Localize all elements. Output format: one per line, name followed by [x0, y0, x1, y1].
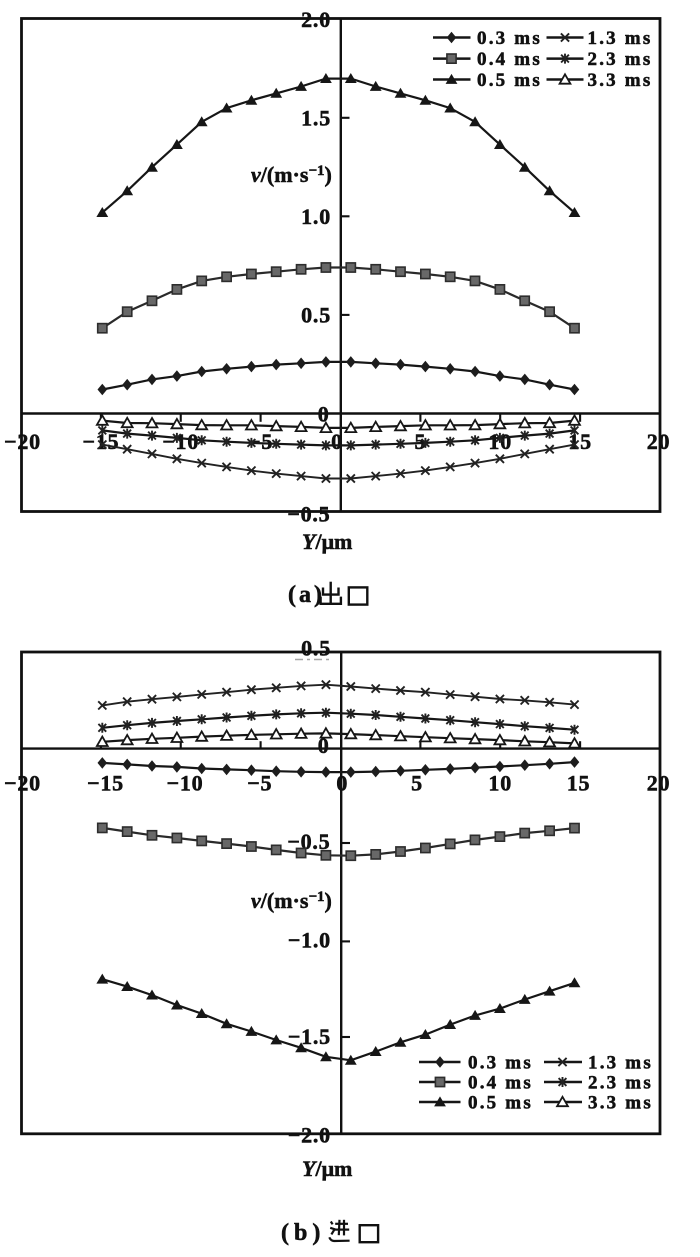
svg-text:0.5: 0.5: [301, 635, 331, 660]
svg-text:15: 15: [567, 771, 591, 796]
svg-text:(a): (a): [288, 582, 325, 608]
svg-text:0.4 ms: 0.4 ms: [468, 1072, 533, 1093]
svg-text:3.3 ms: 3.3 ms: [588, 1092, 653, 1113]
svg-text:1.3 ms: 1.3 ms: [588, 1052, 653, 1073]
svg-text:0.3 ms: 0.3 ms: [468, 1052, 533, 1073]
svg-text:0.5 ms: 0.5 ms: [468, 1092, 533, 1113]
svg-text:1.0: 1.0: [301, 204, 331, 229]
svg-text:v/(m·s−1): v/(m·s−1): [251, 888, 332, 913]
svg-text:20: 20: [647, 429, 671, 454]
svg-text:−5: −5: [248, 429, 273, 454]
svg-text:−15: −15: [87, 771, 124, 796]
svg-text:2.3 ms: 2.3 ms: [588, 49, 653, 70]
svg-text:0: 0: [331, 429, 343, 454]
svg-text:0.4 ms: 0.4 ms: [477, 49, 542, 70]
svg-text:1.3 ms: 1.3 ms: [588, 28, 653, 49]
svg-text:−0.5: −0.5: [287, 829, 330, 854]
svg-text:−20: −20: [4, 429, 41, 454]
svg-text:0: 0: [318, 733, 330, 758]
svg-text:0.5 ms: 0.5 ms: [477, 70, 542, 91]
svg-text:(b): (b): [281, 1220, 325, 1246]
svg-text:20: 20: [647, 771, 671, 796]
svg-text:−10: −10: [167, 771, 204, 796]
svg-text:0: 0: [318, 401, 330, 426]
svg-text:Y/μm: Y/μm: [302, 529, 352, 554]
svg-text:−20: −20: [4, 771, 41, 796]
svg-text:−0.5: −0.5: [287, 502, 330, 527]
svg-text:−1.0: −1.0: [288, 927, 331, 952]
svg-text:0: 0: [336, 771, 348, 796]
svg-text:0.3 ms: 0.3 ms: [477, 28, 542, 49]
svg-text:5: 5: [414, 429, 426, 454]
svg-text:2.0: 2.0: [301, 7, 331, 32]
svg-text:1.5: 1.5: [301, 105, 331, 130]
svg-text:10: 10: [488, 771, 512, 796]
svg-text:5: 5: [411, 771, 423, 796]
svg-text:3.3 ms: 3.3 ms: [588, 70, 653, 91]
svg-text:2.3 ms: 2.3 ms: [588, 1072, 653, 1093]
svg-text:Y/μm: Y/μm: [302, 1156, 352, 1181]
svg-text:0.5: 0.5: [301, 302, 331, 327]
svg-text:−2.0: −2.0: [288, 1122, 331, 1147]
